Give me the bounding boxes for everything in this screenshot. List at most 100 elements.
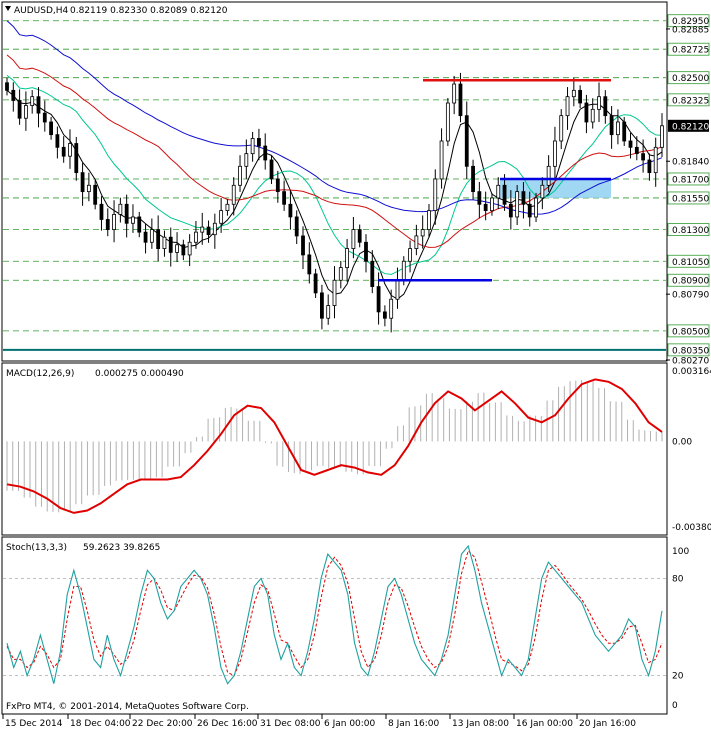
candle[interactable] xyxy=(225,203,230,212)
candle[interactable] xyxy=(5,82,9,91)
candle[interactable] xyxy=(99,203,104,220)
candle[interactable] xyxy=(320,292,324,319)
candle[interactable] xyxy=(477,191,482,205)
candle[interactable] xyxy=(603,96,608,117)
candle[interactable] xyxy=(36,96,41,114)
candle[interactable] xyxy=(351,229,356,249)
candle[interactable] xyxy=(464,115,469,167)
candle[interactable] xyxy=(584,102,589,123)
candle[interactable] xyxy=(162,236,167,249)
candle[interactable] xyxy=(11,89,16,101)
candle[interactable] xyxy=(326,305,331,319)
candle[interactable] xyxy=(200,226,205,233)
candle[interactable] xyxy=(17,100,22,119)
candle[interactable] xyxy=(420,229,425,237)
candle[interactable] xyxy=(571,89,576,98)
macd-pane[interactable]: 0.003164 0.00 -0.003802 xyxy=(6,367,711,533)
candle[interactable] xyxy=(30,96,35,106)
candle[interactable] xyxy=(181,244,186,256)
candle[interactable] xyxy=(616,121,620,136)
candle[interactable] xyxy=(301,235,305,256)
candle[interactable] xyxy=(458,83,463,117)
candle[interactable] xyxy=(364,241,368,262)
candle[interactable] xyxy=(546,165,551,186)
candle[interactable] xyxy=(496,184,501,199)
candle[interactable] xyxy=(86,184,91,193)
candle[interactable] xyxy=(521,191,526,205)
candle[interactable] xyxy=(231,184,236,205)
candle[interactable] xyxy=(282,191,287,205)
candle[interactable] xyxy=(590,108,595,123)
candle[interactable] xyxy=(257,138,261,147)
candle[interactable] xyxy=(401,260,406,281)
candle[interactable] xyxy=(628,140,633,148)
candle[interactable] xyxy=(578,89,583,104)
main-price-pane[interactable] xyxy=(3,20,666,351)
candle[interactable] xyxy=(433,178,438,212)
candle[interactable] xyxy=(307,254,312,275)
candle[interactable] xyxy=(275,178,280,193)
candle[interactable] xyxy=(294,216,299,237)
candle[interactable] xyxy=(156,229,161,249)
candle[interactable] xyxy=(653,146,658,174)
candle[interactable] xyxy=(131,216,135,224)
candle[interactable] xyxy=(382,311,387,319)
candle[interactable] xyxy=(137,216,142,233)
candle[interactable] xyxy=(80,172,85,193)
candle[interactable] xyxy=(61,146,66,157)
candle[interactable] xyxy=(490,197,494,212)
candle[interactable] xyxy=(408,248,412,262)
candle[interactable] xyxy=(345,248,349,268)
candle[interactable] xyxy=(118,203,123,215)
candle[interactable] xyxy=(452,83,457,104)
candle[interactable] xyxy=(515,191,520,218)
candle[interactable] xyxy=(483,203,488,212)
candle[interactable] xyxy=(55,134,60,148)
candle[interactable] xyxy=(332,279,337,306)
candle[interactable] xyxy=(105,219,110,231)
candle[interactable] xyxy=(143,231,148,243)
candle[interactable] xyxy=(641,153,646,161)
candle[interactable] xyxy=(389,298,394,319)
candle[interactable] xyxy=(175,244,179,253)
candle[interactable] xyxy=(508,203,513,218)
candle[interactable] xyxy=(553,140,557,167)
candle[interactable] xyxy=(194,231,198,243)
candle[interactable] xyxy=(534,197,538,218)
candle[interactable] xyxy=(427,210,431,231)
candle[interactable] xyxy=(597,96,601,110)
candle[interactable] xyxy=(244,153,249,167)
candle[interactable] xyxy=(112,214,116,231)
candle[interactable] xyxy=(565,96,570,117)
candle[interactable] xyxy=(445,102,450,142)
candle[interactable] xyxy=(23,105,28,119)
candle[interactable] xyxy=(414,235,419,249)
candle[interactable] xyxy=(212,222,217,236)
candle[interactable] xyxy=(370,260,375,287)
candle[interactable] xyxy=(540,184,545,199)
candle[interactable] xyxy=(609,115,614,136)
candle[interactable] xyxy=(49,121,53,136)
candle[interactable] xyxy=(149,229,154,243)
candle[interactable] xyxy=(288,203,293,218)
candle[interactable] xyxy=(471,165,475,193)
candle[interactable] xyxy=(622,121,627,142)
candle[interactable] xyxy=(313,273,318,294)
candle[interactable] xyxy=(206,226,211,236)
candle[interactable] xyxy=(439,140,444,180)
candle[interactable] xyxy=(634,146,639,155)
candle[interactable] xyxy=(93,184,98,205)
candle[interactable] xyxy=(269,159,274,180)
candle[interactable] xyxy=(376,286,381,313)
candle[interactable] xyxy=(527,203,532,218)
candle[interactable] xyxy=(187,241,192,256)
candle[interactable] xyxy=(395,279,400,300)
candle[interactable] xyxy=(42,112,47,123)
candle[interactable] xyxy=(502,184,507,205)
candle[interactable] xyxy=(168,236,173,253)
candle[interactable] xyxy=(68,143,72,157)
candle[interactable] xyxy=(250,138,255,155)
candle[interactable] xyxy=(238,165,242,186)
candle[interactable] xyxy=(338,267,343,281)
candle[interactable] xyxy=(559,115,564,142)
